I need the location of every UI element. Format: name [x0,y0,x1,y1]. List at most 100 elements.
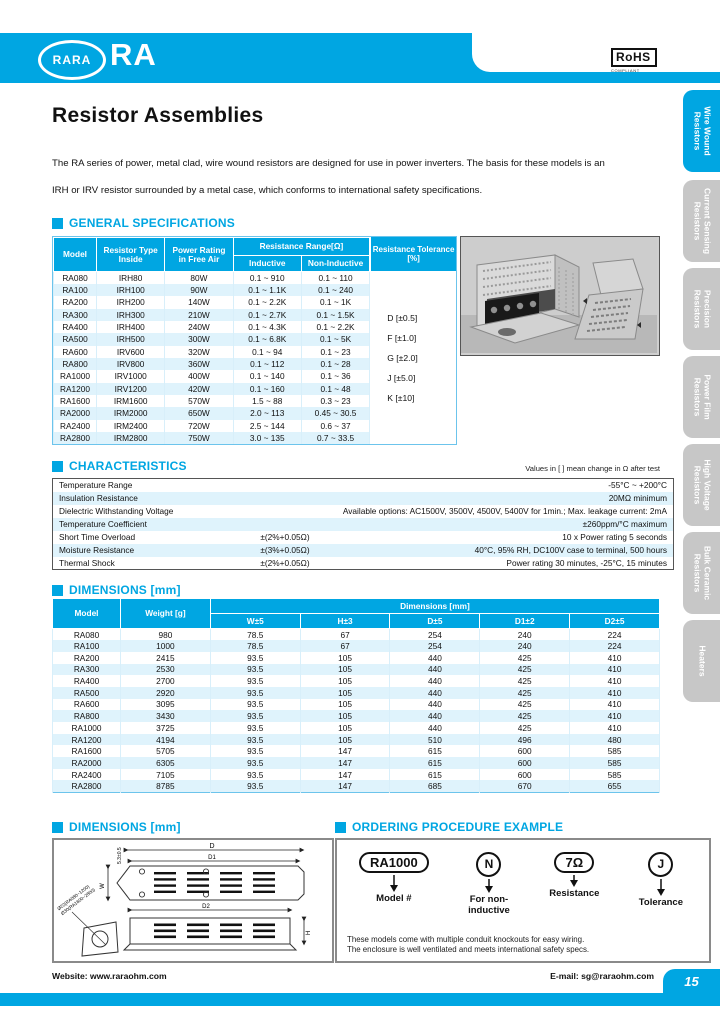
list-item: J [±5.0] [387,372,416,383]
table-cell: RA600 [52,698,121,711]
table-cell: 585 [569,757,660,769]
table-cell: 105 [299,733,391,746]
sidebar-tab-heaters[interactable]: Heaters [683,620,720,702]
column-header: H±3 [299,613,391,629]
table-cell: Available options: AC1500V, 3500V, 4500V… [342,506,667,516]
table-cell: RA2400 [52,768,121,781]
table-cell: 0.1 ~ 2.2K [232,296,302,309]
section-title-dimensions-drawing: DIMENSIONS [mm] [52,820,181,834]
sidebar-tab-high-voltage[interactable]: High Voltage Resistors [683,444,720,526]
table-cell: 7105 [120,768,211,781]
table-cell: Moisture Resistance [59,545,135,555]
table-cell: 655 [569,780,660,793]
table-cell: Short Time Overload [59,532,136,542]
table-cell: 400W [164,370,234,383]
ordering-note: These models come with multiple conduit … [347,935,589,955]
table-cell: ±(2%+0.05Ω) [260,557,310,568]
table-cell: 0.1 ~ 140 [232,370,302,383]
column-header: Dimensions [mm] [209,598,661,614]
column-header: W±5 [209,613,301,629]
table-cell: 93.5 [209,757,301,769]
table-cell: 78.5 [209,628,301,641]
table-cell: 2.0 ~ 113 [232,407,302,420]
table-cell: IRM2800 [95,431,166,445]
sidebar-tab-bulk-ceramic[interactable]: Bulk Ceramic Resistors [683,532,720,614]
table-row: RA080 980 78.5 67 254 240 224 [52,628,660,641]
table-cell: 440 [389,686,481,699]
brand-logo: RARA [38,40,106,80]
table-cell: 440 [389,698,481,711]
section-title-dimensions: DIMENSIONS [mm] [52,583,181,597]
column-header: D2±5 [569,613,660,629]
table-cell: 0.1 ~ 4.3K [232,320,302,334]
sidebar-tab-wire-wound[interactable]: Wire Wound Resistors [683,90,720,172]
tolerance-list: D [±0.5] F [±1.0] G [±2.0] J [±5.0] K [±10] [371,271,456,444]
characteristics-note: Values in [ ] mean change in Ω after tes… [525,464,660,473]
list-item: G [±2.0] [387,352,418,363]
product-photo-illustration [461,237,657,353]
table-cell: 0.45 ~ 30.5 [300,407,371,420]
table-row: RA600 3095 93.5 105 440 425 410 [52,698,660,711]
table-cell: 600 [479,745,571,758]
table-cell: RA1000 [52,722,121,734]
technical-drawing: D D1 W 5.3±0.5 D2 H [56,843,312,957]
table-cell: 90W [164,283,234,297]
footer-website-link[interactable]: Website: www.raraohm.com [52,971,167,981]
tab-label: Current Sensing Resistors [692,187,713,255]
table-cell: 320W [164,345,234,358]
table-cell: RA1600 [53,394,97,408]
table-row: Temperature Coefficient ±260ppm/°C maximu… [52,517,674,531]
table-cell: 2700 [120,675,211,687]
table-cell: IRH80 [95,271,166,284]
table-cell: 425 [479,710,571,722]
table-cell: ±(2%+0.05Ω) [260,532,310,542]
table-cell: 0.1 ~ 112 [232,357,302,371]
table-cell: 93.5 [209,710,301,722]
column-header: Non-Inductive [300,255,371,272]
sidebar-tab-precision[interactable]: Precision Resistors [683,268,720,350]
section-title-general-specifications: GENERAL SPECIFICATIONS [52,216,235,230]
table-row: RA2400 7105 93.5 147 615 600 585 [52,768,660,781]
table-cell: RA2400 [53,419,97,432]
sidebar-tab-current-sensing[interactable]: Current Sensing Resistors [683,180,720,262]
table-cell: 0.1 ~ 6.8K [232,333,302,346]
column-header: Model [52,598,121,629]
table-cell: 496 [479,733,571,746]
table-cell: 93.5 [209,686,301,699]
table-cell: 980 [120,628,211,641]
table-cell: RA080 [52,628,121,641]
table-row: RA500 IRH500 300W 0.1 ~ 6.8K 0.1 ~ 5K [53,333,371,346]
tab-label: Wire Wound Resistors [692,106,713,156]
table-cell: Temperature Coefficient [59,519,147,529]
ordering-note-line: The enclosure is well ventilated and mee… [347,945,590,954]
column-header: Weight [g] [120,598,211,629]
table-cell: 240 [479,640,571,652]
table-row: RA400 2700 93.5 105 440 425 410 [52,675,660,687]
table-row: RA200 2415 93.5 105 440 425 410 [52,651,660,664]
table-row: RA1600 5705 93.5 147 615 600 585 [52,745,660,758]
table-cell: 410 [569,710,660,722]
ordering-symbol: 7Ω [554,852,595,873]
table-cell: 440 [389,675,481,687]
table-cell: 425 [479,663,571,676]
footer-email-link[interactable]: E-mail: sg@raraohm.com [550,971,654,981]
section-title-characteristics: CHARACTERISTICS [52,459,187,473]
table-cell: 480 [569,733,660,746]
table-cell: 93.5 [209,698,301,711]
dim-label-d: D [209,843,214,850]
intro-line: IRH or IRV resistor surrounded by a meta… [52,185,483,196]
sidebar-tab-power-film[interactable]: Power Film Resistors [683,356,720,438]
table-row: RA300 2530 93.5 105 440 425 410 [52,663,660,676]
table-cell: 224 [569,640,660,652]
table-row: Insulation Resistance 20MΩ minimum [52,491,674,505]
characteristics-table: Temperature Range -55°C ~ +200°C Insulatio… [52,478,674,570]
column-header: Inductive [232,255,302,272]
table-row: Dielectric Withstanding Voltage Available… [53,505,674,518]
table-cell [235,505,335,518]
table-cell: 8785 [120,780,211,793]
column-header: Resistance Range[Ω] [232,237,371,256]
table-cell: 6305 [120,757,211,769]
table-cell: RA2000 [53,407,97,420]
table-cell: 93.5 [209,722,301,734]
list-item: F [±1.0] [387,332,417,343]
